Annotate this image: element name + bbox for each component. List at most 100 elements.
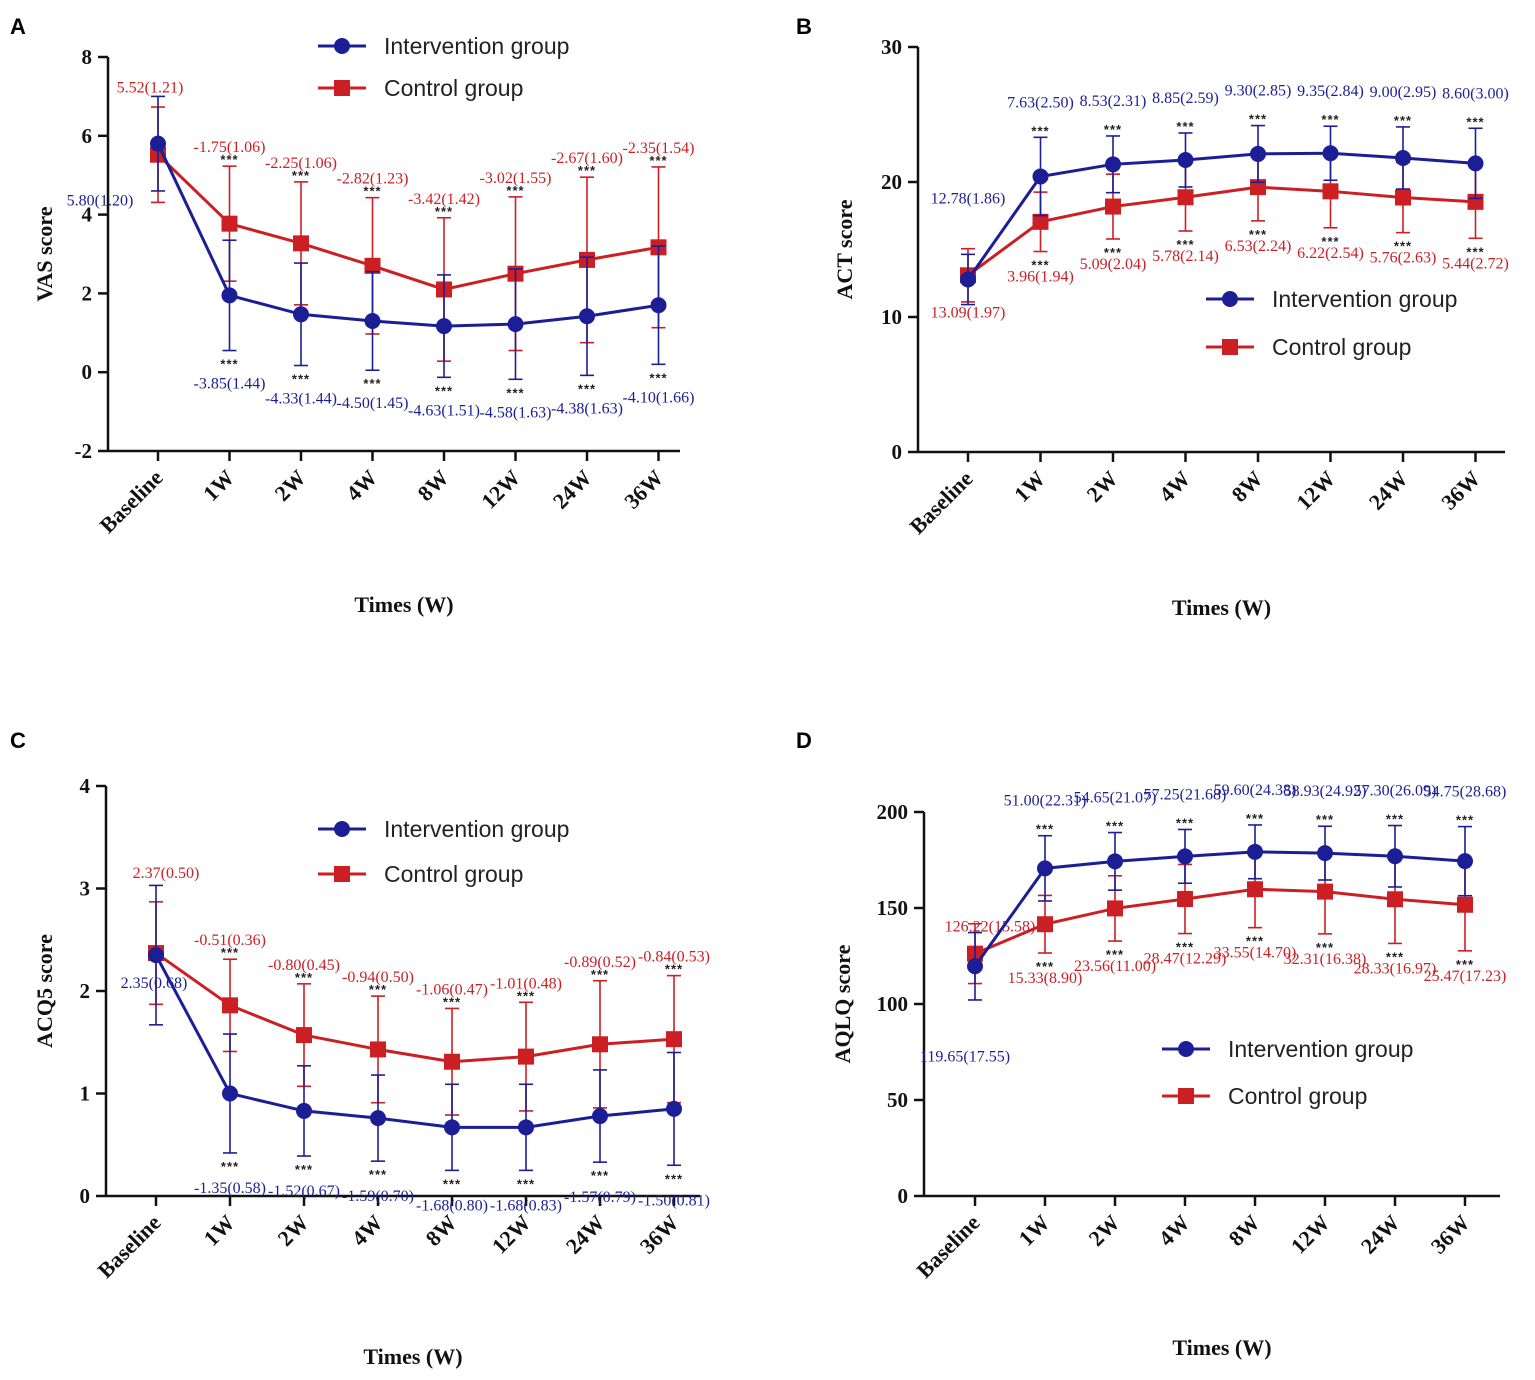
data-label: -4.50(1.45)	[337, 395, 409, 412]
data-point	[296, 1027, 312, 1044]
data-label: -1.75(1.06)	[194, 139, 266, 156]
x-tick-label: 2W	[270, 465, 311, 506]
series-intervention: 119.65(17.55) *** 51.00(22.31) *** 54.65(21.…	[920, 782, 1506, 1065]
legend: Intervention group Control group	[1162, 1036, 1413, 1109]
data-label: 59.60(24.38)	[1214, 782, 1297, 799]
data-label: 9.35(2.84)	[1297, 83, 1364, 100]
data-label: 28.33(16.97)	[1354, 960, 1437, 977]
data-label: -2.67(1.60)	[551, 150, 623, 167]
x-tick-label: 4W	[347, 1210, 388, 1251]
legend-marker	[334, 80, 350, 96]
x-tick-label: 24W	[561, 1210, 610, 1259]
y-axis-title: ACT score	[832, 199, 857, 299]
y-tick-label: 0	[80, 1184, 91, 1208]
data-label: -2.82(1.23)	[337, 171, 409, 188]
x-tick-label: 12W	[487, 1210, 536, 1259]
data-label: -2.35(1.54)	[623, 140, 695, 157]
significance-label: ***	[517, 988, 535, 1003]
data-label: 9.30(2.85)	[1225, 83, 1292, 100]
data-point	[444, 1053, 460, 1070]
data-point	[1105, 198, 1121, 215]
data-label: 28.47(12.29)	[1144, 951, 1227, 968]
legend-label: Intervention group	[384, 816, 569, 842]
legend-label: Intervention group	[1228, 1036, 1413, 1062]
significance-label: ***	[1104, 245, 1122, 260]
data-point	[1037, 860, 1053, 877]
data-point	[370, 1110, 386, 1127]
x-tick-label: 24W	[1356, 1210, 1405, 1259]
data-label: 119.65(17.55)	[920, 1048, 1010, 1065]
data-point	[1105, 156, 1121, 173]
data-label: 33.55(14.70)	[1214, 945, 1297, 962]
data-label: -3.42(1.42)	[408, 191, 480, 208]
significance-label: ***	[1316, 940, 1334, 955]
significance-label: ***	[649, 153, 667, 168]
significance-label: ***	[220, 357, 238, 372]
data-label: -3.02(1.55)	[480, 170, 552, 187]
legend-label: Control group	[1272, 334, 1411, 360]
significance-label: ***	[649, 370, 667, 385]
series-line	[973, 850, 1466, 968]
significance-label: ***	[1031, 123, 1049, 138]
data-label: 8.60(3.00)	[1442, 85, 1509, 102]
data-label: -1.68(0.83)	[490, 1197, 562, 1214]
significance-label: ***	[1176, 237, 1194, 252]
data-point	[960, 271, 976, 288]
data-point	[1250, 179, 1266, 196]
data-point	[1467, 155, 1484, 172]
legend-marker	[334, 821, 350, 837]
significance-label: ***	[221, 945, 239, 960]
significance-label: ***	[435, 204, 453, 219]
significance-label: ***	[221, 1159, 239, 1174]
significance-label: ***	[1249, 227, 1267, 242]
x-tick-label: 1W	[198, 465, 239, 506]
y-tick-label: 50	[887, 1088, 908, 1112]
data-point	[1387, 848, 1403, 865]
data-label: -1.59(0.70)	[342, 1188, 414, 1205]
data-label: 126.22(15.58)	[945, 919, 1036, 936]
series-control: 126.22(15.58)***15.33(8.90)***23.56(11.0…	[945, 848, 1506, 987]
significance-label: ***	[665, 962, 683, 977]
data-point	[1317, 845, 1333, 862]
legend: Intervention group Control group	[318, 816, 569, 887]
x-tick-label: 12W	[476, 465, 525, 514]
data-label: 2.35(0.68)	[121, 975, 188, 992]
data-point	[1037, 916, 1053, 933]
significance-label: ***	[435, 383, 453, 398]
significance-label: ***	[578, 163, 596, 178]
legend-label: Intervention group	[384, 33, 569, 59]
data-label: 54.65(21.07)	[1074, 790, 1157, 807]
data-label: 51.00(22.31)	[1004, 793, 1087, 810]
legend-label: Intervention group	[1272, 286, 1457, 312]
panel-letter: C	[10, 728, 26, 753]
data-label: 9.00(2.95)	[1370, 84, 1437, 101]
data-point	[148, 947, 164, 964]
series-line	[154, 954, 675, 1129]
y-tick-label: 2	[80, 979, 91, 1003]
panel-a: A -2 0 2 4 6 8 Baseline 1W 2W 4W 8W 12W 24W 36W Times (…	[10, 14, 694, 617]
legend-label: Control group	[384, 861, 523, 887]
data-label: -1.06(0.47)	[416, 981, 488, 998]
data-point	[1317, 883, 1333, 900]
legend-marker	[1178, 1041, 1194, 1057]
legend-marker	[1222, 339, 1238, 355]
data-point	[370, 1041, 386, 1058]
data-label: 57.30(26.09)	[1354, 783, 1437, 800]
data-label: 5.78(2.14)	[1152, 248, 1219, 265]
x-tick-label: 36W	[619, 465, 668, 514]
significance-label: ***	[1106, 819, 1124, 834]
significance-label: ***	[1036, 822, 1054, 837]
significance-label: ***	[1176, 119, 1194, 134]
data-label: 5.44(2.72)	[1442, 255, 1509, 272]
y-axis-title: ACQ5 score	[32, 934, 57, 1048]
data-label: 32.31(16.38)	[1284, 951, 1367, 968]
y-tick-label: 3	[80, 877, 91, 901]
data-label: 8.85(2.59)	[1152, 90, 1219, 107]
data-label: 58.93(24.92)	[1284, 783, 1367, 800]
data-point	[1395, 149, 1411, 166]
series-line	[155, 951, 675, 1064]
data-label: -1.68(0.80)	[416, 1197, 488, 1214]
data-label: -1.50(0.81)	[638, 1192, 710, 1209]
series-control: 5.52(1.21)***-1.75(1.06)***-2.25(1.06)**…	[117, 80, 695, 362]
data-point	[967, 958, 983, 975]
